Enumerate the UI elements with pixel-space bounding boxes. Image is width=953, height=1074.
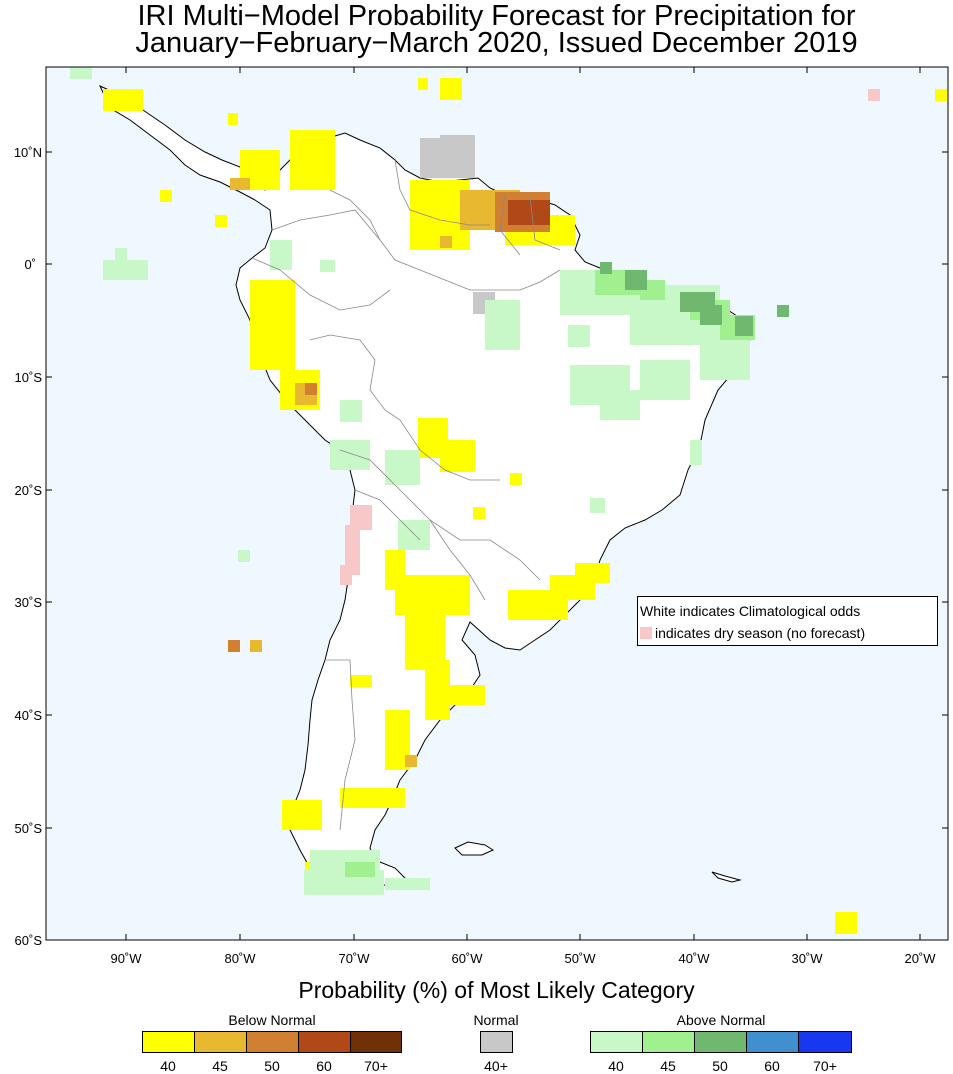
- legend-swatch-above-40: [590, 1031, 643, 1053]
- legend-tick: 40: [608, 1058, 624, 1074]
- lat-label: 60˚S: [15, 933, 43, 948]
- lon-label: 70˚W: [338, 951, 370, 966]
- lon-label: 80˚W: [224, 951, 256, 966]
- legend-normal-label: Normal: [473, 1012, 519, 1028]
- legend-swatch-below-60: [298, 1031, 351, 1053]
- legend-swatch-below-70: [350, 1031, 402, 1053]
- legend-title: Probability (%) of Most Likely Category: [298, 977, 695, 1003]
- legend-swatch-below-50: [246, 1031, 299, 1053]
- lon-label: 30˚W: [791, 951, 823, 966]
- lat-label: 0˚: [24, 257, 36, 272]
- legend-tick: 60: [764, 1058, 780, 1074]
- legend-tick: 40: [160, 1058, 176, 1074]
- lon-label: 20˚W: [904, 951, 936, 966]
- dry-season-swatch: [640, 627, 652, 639]
- legend-tick: 60: [316, 1058, 332, 1074]
- legend-above-normal-label: Above Normal: [676, 1012, 766, 1028]
- legend-swatch-above-50: [694, 1031, 747, 1053]
- map-title-line1: IRI Multi−Model Probability Forecast for…: [137, 0, 856, 32]
- forecast-cells: [70, 67, 947, 934]
- legend-swatch-above-70: [798, 1031, 852, 1053]
- legend-tick: 45: [212, 1058, 228, 1074]
- lat-label: 30˚S: [15, 595, 43, 610]
- legend-tick: 50: [712, 1058, 728, 1074]
- lat-label: 10˚N: [14, 145, 42, 160]
- south-georgia: [711, 871, 742, 883]
- axis-ticks: [46, 67, 948, 940]
- legend-tick: 50: [264, 1058, 280, 1074]
- legend-tick: 70+: [364, 1058, 388, 1074]
- country-borders: [251, 159, 561, 831]
- legend-note-box: White indicates Climatological odds indi…: [637, 596, 938, 646]
- legend-swatch-above-45: [642, 1031, 695, 1053]
- lon-label: 50˚W: [564, 951, 596, 966]
- lon-label: 60˚W: [451, 951, 483, 966]
- lat-label: 40˚S: [15, 708, 43, 723]
- lat-label: 20˚S: [15, 483, 43, 498]
- lat-label: 10˚S: [15, 370, 43, 385]
- lon-label: 90˚W: [110, 951, 142, 966]
- longitude-labels: 90˚W 80˚W 70˚W 60˚W 50˚W 40˚W 30˚W 20˚W: [110, 951, 936, 966]
- climatological-note: White indicates Climatological odds: [640, 603, 861, 619]
- legend-swatch-below-45: [194, 1031, 247, 1053]
- legend-tick: 45: [660, 1058, 676, 1074]
- map-frame: [45, 66, 949, 941]
- dry-season-note: indicates dry season (no forecast): [640, 622, 937, 644]
- forecast-map: 10˚N 0˚ 10˚S 20˚S 30˚S 40˚S 50˚S 60˚S 90…: [14, 66, 949, 966]
- map-title-line2: January−February−March 2020, Issued Dece…: [135, 27, 858, 59]
- falkland-islands: [454, 841, 495, 856]
- legend-swatch-normal: [480, 1031, 513, 1053]
- legend-tick: 70+: [813, 1058, 837, 1074]
- legend-swatch-below-40: [142, 1031, 195, 1053]
- dry-season-note-text: indicates dry season (no forecast): [655, 625, 866, 641]
- legend-below-normal-label: Below Normal: [228, 1012, 316, 1028]
- legend-swatch-above-60: [746, 1031, 799, 1053]
- lat-label: 50˚S: [15, 821, 43, 836]
- latitude-labels: 10˚N 0˚ 10˚S 20˚S 30˚S 40˚S 50˚S 60˚S: [14, 145, 43, 948]
- lon-label: 40˚W: [678, 951, 710, 966]
- legend-tick: 40+: [484, 1058, 508, 1074]
